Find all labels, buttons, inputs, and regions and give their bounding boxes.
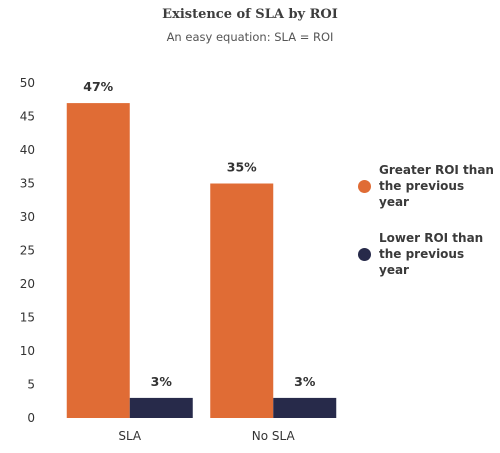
- y-tick-label: 30: [20, 210, 35, 224]
- legend-label-line: the previous year: [379, 179, 465, 209]
- legend-label-greater-roi: Greater ROI than the previous year: [379, 162, 498, 210]
- data-label: 35%: [227, 160, 257, 175]
- bar: [129, 397, 193, 418]
- x-category-label: SLA: [118, 429, 142, 443]
- y-tick-label: 0: [27, 411, 35, 425]
- y-tick-label: 5: [27, 378, 35, 392]
- legend: Greater ROI than the previous year Lower …: [358, 162, 498, 298]
- y-tick-label: 35: [20, 177, 35, 191]
- chart-subtitle: An easy equation: SLA = ROI: [166, 30, 334, 44]
- chart-title: Existence of SLA by ROI: [162, 7, 338, 22]
- data-label: 3%: [294, 374, 316, 389]
- y-tick-label: 25: [20, 244, 35, 258]
- data-label: 47%: [83, 79, 113, 94]
- legend-label-line: Lower ROI than: [379, 231, 484, 245]
- legend-swatch-greater-roi: [358, 179, 371, 193]
- bar: [210, 183, 274, 418]
- y-tick-label: 40: [20, 143, 35, 157]
- legend-item-greater-roi: Greater ROI than the previous year: [358, 162, 498, 210]
- y-tick-label: 45: [20, 110, 35, 124]
- y-tick-label: 50: [20, 76, 35, 90]
- bar: [273, 397, 337, 418]
- bar: [66, 103, 130, 418]
- data-label: 3%: [151, 374, 173, 389]
- legend-item-lower-roi: Lower ROI than the previous year: [358, 230, 498, 278]
- y-tick-label: 15: [20, 311, 35, 325]
- legend-label-line: the previous year: [379, 247, 465, 277]
- legend-swatch-lower-roi: [358, 247, 371, 261]
- legend-label-line: Greater ROI than: [379, 163, 494, 177]
- y-tick-label: 10: [20, 344, 35, 358]
- x-category-label: No SLA: [252, 429, 296, 443]
- legend-label-lower-roi: Lower ROI than the previous year: [379, 230, 498, 278]
- y-tick-label: 20: [20, 277, 35, 291]
